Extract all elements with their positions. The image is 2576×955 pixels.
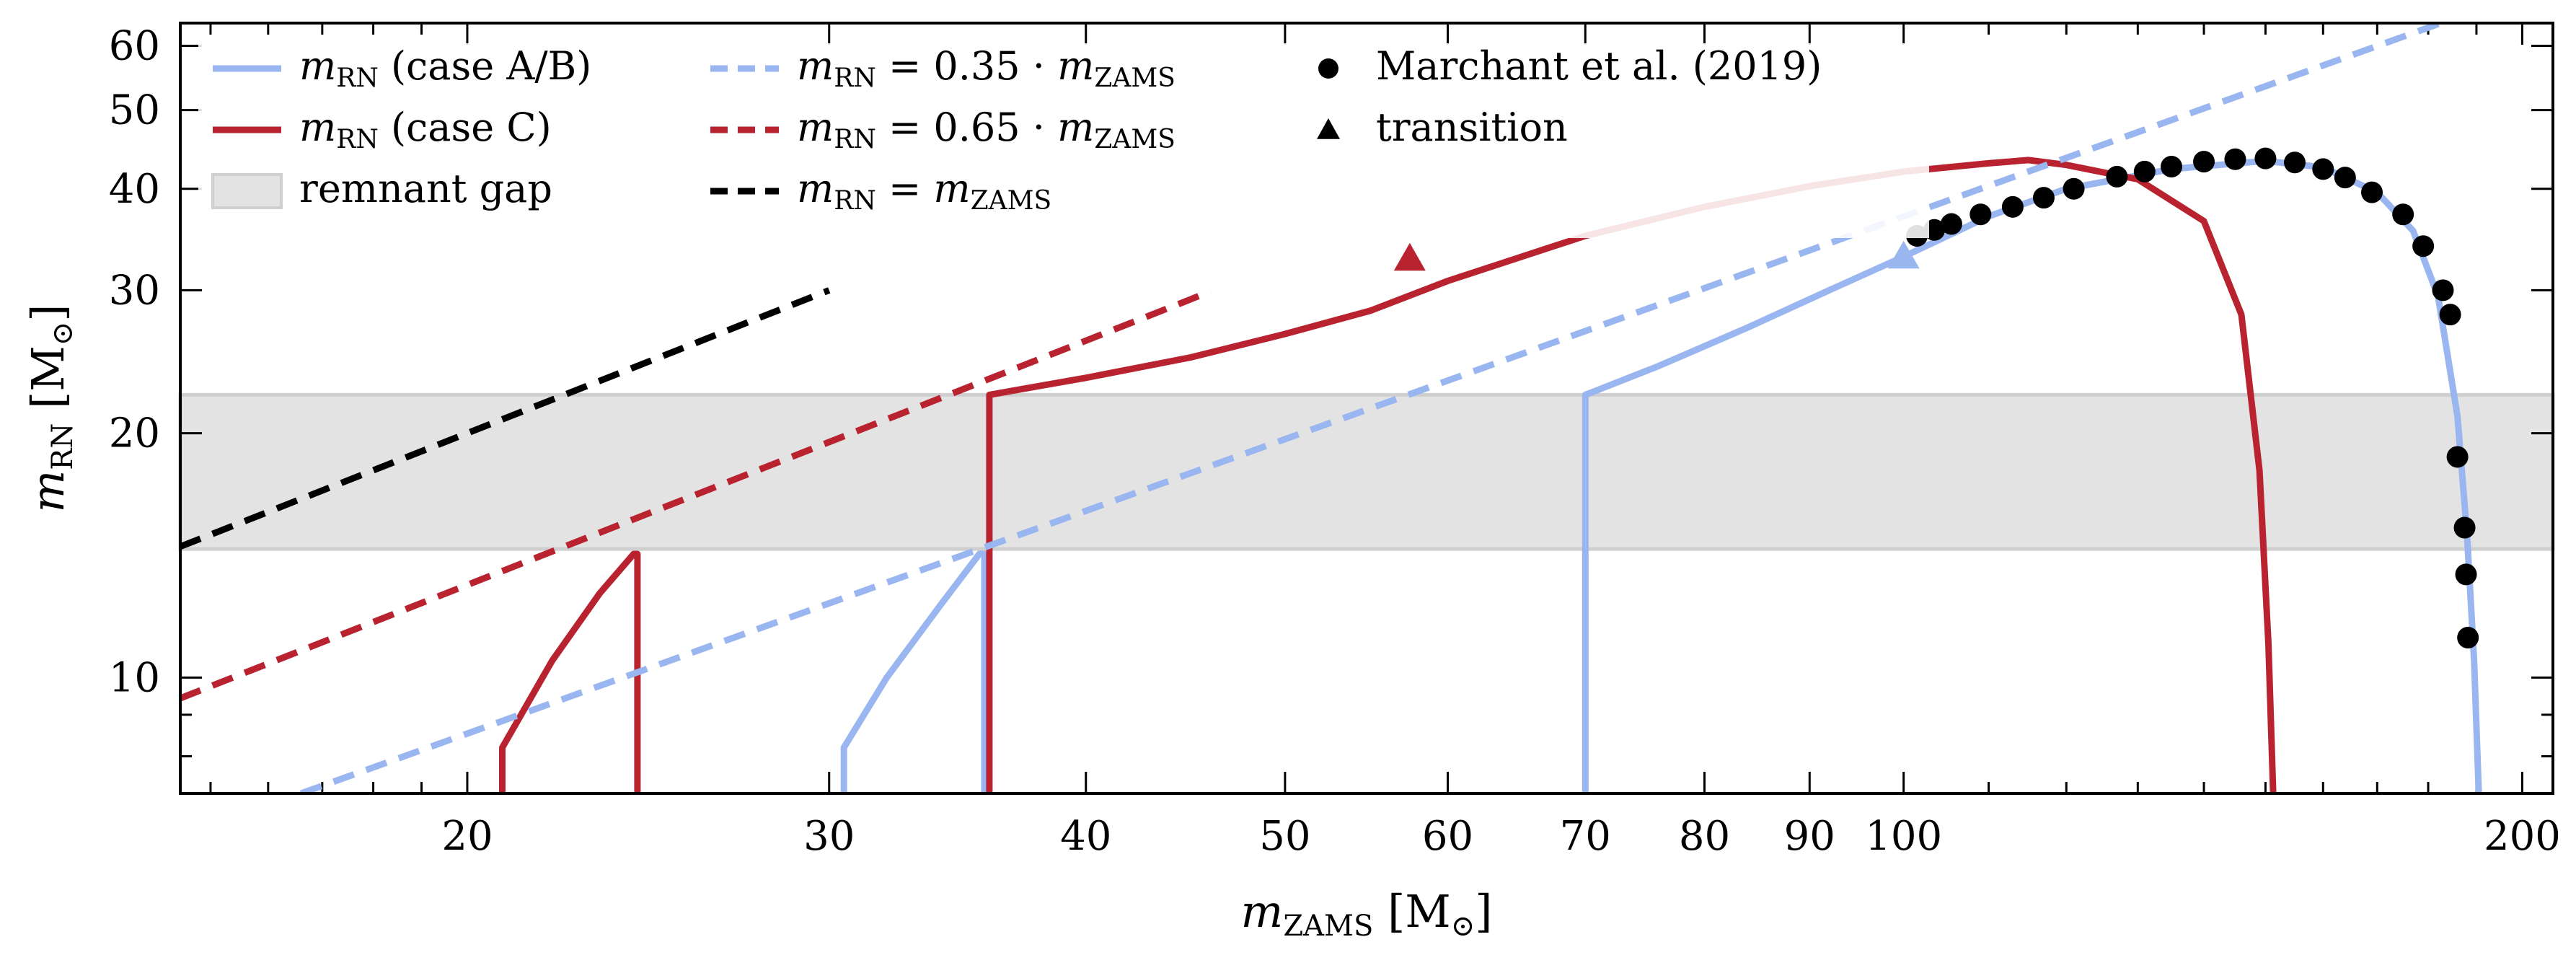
marchant-point-21 <box>2446 446 2469 468</box>
legend-entry-0: mRN (case A/B) <box>213 43 591 93</box>
transition-marker-0 <box>1393 242 1426 271</box>
legend-entry-3: mRN = 0.35 · mZAMS <box>710 43 1175 93</box>
x-tick-label: 80 <box>1679 813 1730 860</box>
legend-entry-4: mRN = 0.65 · mZAMS <box>710 105 1175 154</box>
marchant-point-12 <box>2254 147 2277 170</box>
marchant-point-3 <box>1970 203 1992 226</box>
legend-entry-1: mRN (case C) <box>213 105 552 154</box>
y-tick-label: 20 <box>109 410 160 457</box>
series-line-0-seg-1 <box>1582 157 2482 793</box>
remnant-gap-band <box>178 392 2555 551</box>
legend-label: Marchant et al. (2019) <box>1376 43 1822 89</box>
series-line-1-seg-0 <box>499 550 641 793</box>
legend-label: mRN = 0.35 · mZAMS <box>797 43 1175 93</box>
transition-marker-1 <box>1887 240 1920 269</box>
y-axis-label: mRN [M⊙] <box>22 304 79 512</box>
legend-label: remnant gap <box>299 166 552 211</box>
data-lines <box>180 23 2482 793</box>
marchant-point-6 <box>2063 177 2085 200</box>
x-tick-label: 20 <box>441 813 493 860</box>
marchant-point-7 <box>2106 165 2128 188</box>
data-points <box>1393 147 2479 649</box>
legend-entry-5: mRN = mZAMS <box>710 166 1051 216</box>
marchant-point-13 <box>2283 151 2306 174</box>
x-tick-label: 40 <box>1060 813 1111 860</box>
series-line-0-seg-0 <box>840 550 988 793</box>
marchant-point-18 <box>2412 235 2435 258</box>
marchant-point-17 <box>2392 203 2414 226</box>
legend-entry-2: remnant gap <box>211 166 552 211</box>
marchant-point-14 <box>2312 158 2334 180</box>
y-tick-label: 40 <box>109 166 160 213</box>
legend-label: mRN = mZAMS <box>797 166 1051 216</box>
marchant-point-8 <box>2133 160 2156 182</box>
x-tick-label: 50 <box>1259 813 1310 860</box>
x-tick-label: 60 <box>1422 813 1473 860</box>
legend-label: mRN = 0.65 · mZAMS <box>797 105 1175 154</box>
marchant-point-22 <box>2453 516 2476 539</box>
x-axis-label: mZAMS [M⊙] <box>1241 885 1493 943</box>
x-tick-label: 70 <box>1560 813 1611 860</box>
legend-label: transition <box>1376 105 1568 150</box>
marchant-point-19 <box>2432 279 2454 302</box>
y-tick-label: 60 <box>109 23 160 70</box>
series-line-2 <box>299 23 2451 793</box>
marchant-point-24 <box>2457 627 2479 649</box>
marchant-point-10 <box>2193 151 2215 173</box>
marchant-point-5 <box>2032 187 2055 209</box>
x-tick-label: 200 <box>2484 813 2561 860</box>
x-tick-label: 30 <box>803 813 855 860</box>
y-tick-label: 50 <box>109 87 160 134</box>
legend-entry-7: transition <box>1317 105 1568 150</box>
series-line-4 <box>180 287 831 550</box>
marchant-point-2 <box>1940 213 1962 235</box>
marchant-point-9 <box>2161 155 2183 177</box>
y-tick-label: 10 <box>109 654 160 701</box>
y-tick-label: 30 <box>109 267 160 314</box>
marchant-point-15 <box>2334 167 2356 189</box>
x-tick-label: 100 <box>1865 813 1942 860</box>
legend-label: mRN (case C) <box>299 105 552 154</box>
plot-frame <box>179 22 2554 795</box>
series-line-3 <box>180 288 1212 702</box>
legend-swatch-circle <box>1318 58 1338 79</box>
legend-label: mRN (case A/B) <box>299 43 591 93</box>
marchant-point-16 <box>2361 181 2383 203</box>
x-tick-label: 90 <box>1784 813 1835 860</box>
legend-entry-6: Marchant et al. (2019) <box>1318 43 1822 89</box>
marchant-point-11 <box>2224 148 2246 170</box>
marchant-point-4 <box>2001 195 2024 218</box>
legend-background <box>198 43 1929 238</box>
marchant-point-23 <box>2455 563 2477 586</box>
legend-swatch-triangle <box>1317 118 1340 139</box>
marchant-point-20 <box>2439 304 2461 326</box>
legend-swatch-box <box>211 173 283 209</box>
